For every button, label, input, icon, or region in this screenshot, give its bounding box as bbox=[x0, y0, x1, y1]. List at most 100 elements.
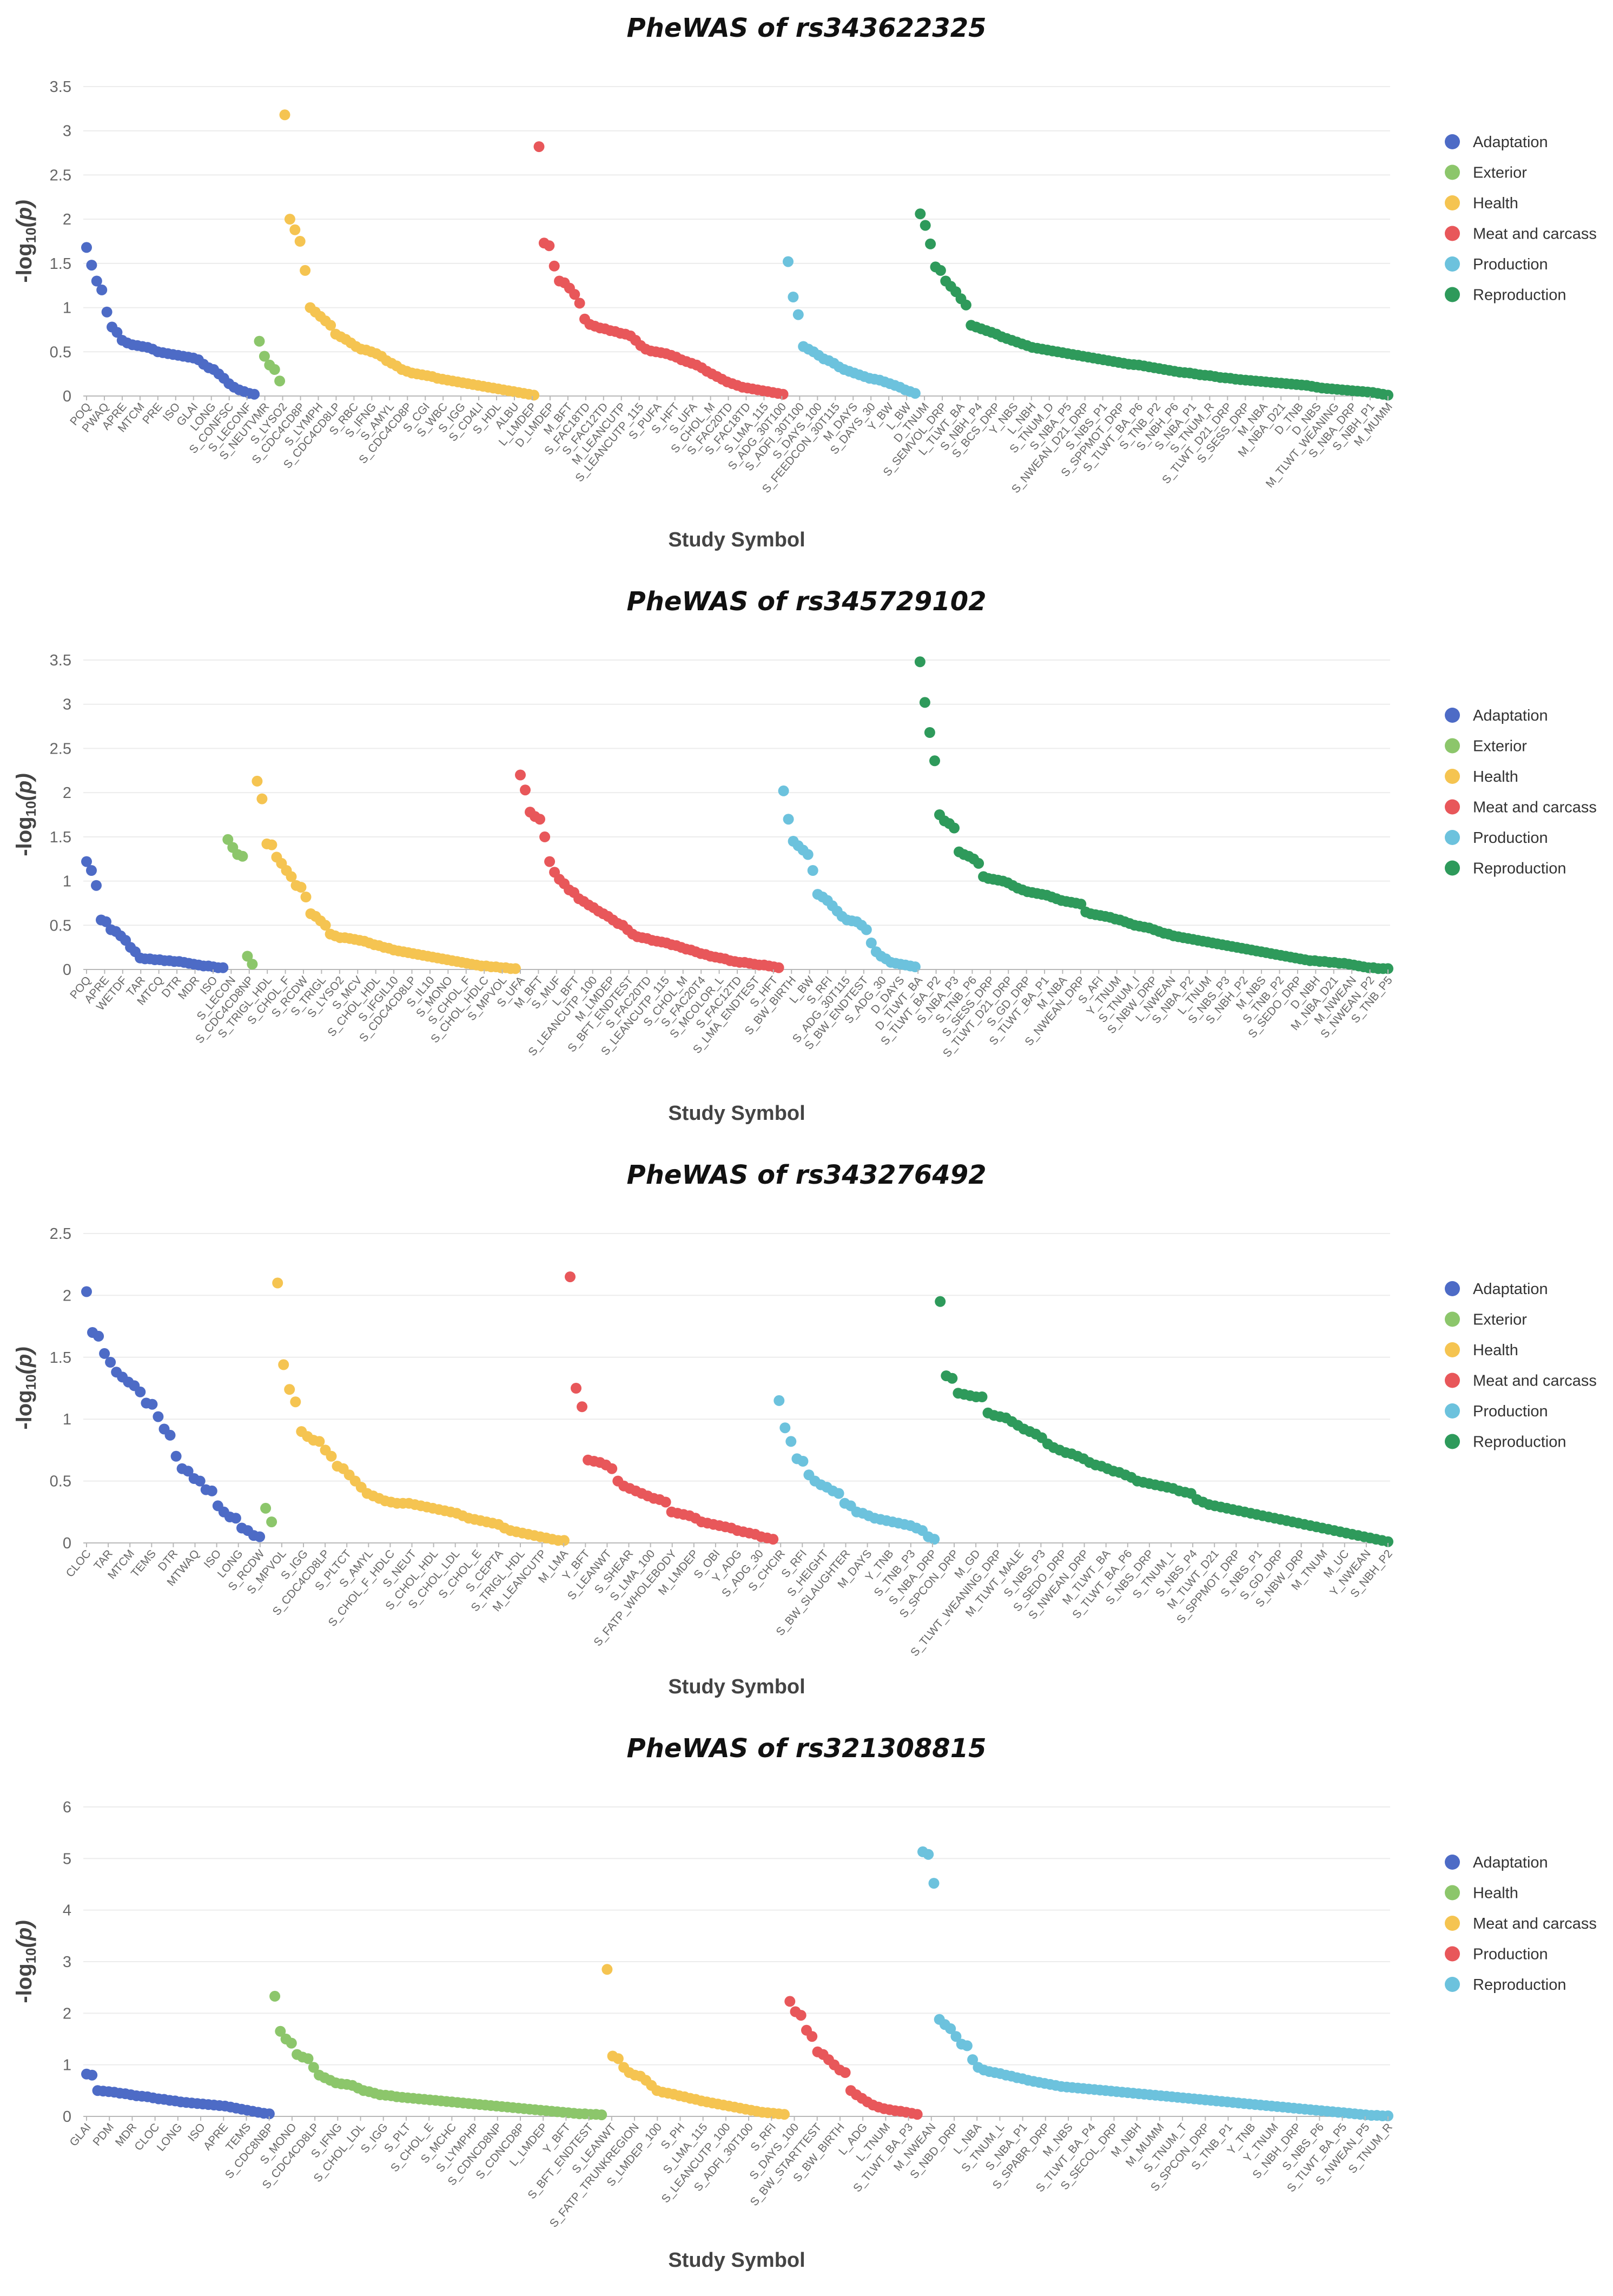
data-point bbox=[182, 1466, 194, 1477]
data-point bbox=[93, 1330, 104, 1342]
data-point bbox=[612, 2053, 624, 2064]
data-point bbox=[577, 1401, 587, 1413]
series-meat-and-carcass bbox=[515, 769, 784, 973]
data-point bbox=[1383, 1536, 1393, 1547]
data-point bbox=[777, 388, 789, 400]
data-point bbox=[947, 1373, 958, 1384]
data-point bbox=[924, 727, 935, 738]
data-point bbox=[544, 856, 556, 867]
legend-label: Production bbox=[1473, 1403, 1548, 1420]
y-tick-label: 0.5 bbox=[50, 344, 71, 361]
chart-title: PheWAS of rs343276492 bbox=[627, 1160, 987, 1190]
data-point bbox=[91, 880, 102, 891]
data-point bbox=[788, 292, 799, 302]
data-point bbox=[153, 1411, 164, 1422]
data-point bbox=[778, 785, 789, 796]
data-point bbox=[289, 224, 301, 235]
data-point bbox=[915, 208, 926, 220]
legend-marker bbox=[1445, 287, 1460, 302]
data-point bbox=[806, 2031, 818, 2042]
x-tick-label: CLOC bbox=[64, 1547, 94, 1579]
data-point bbox=[86, 260, 97, 271]
y-tick-label: 3 bbox=[63, 1954, 71, 1971]
data-point bbox=[768, 1534, 779, 1545]
y-tick-label: 0 bbox=[63, 1535, 71, 1552]
data-point bbox=[976, 1391, 988, 1402]
y-axis-label: -log10(p) bbox=[12, 1347, 39, 1429]
y-tick-label: 5 bbox=[63, 1850, 71, 1868]
data-point bbox=[945, 2023, 956, 2034]
legend-marker bbox=[1445, 1916, 1460, 1931]
x-axis-label: Study Symbol bbox=[668, 529, 805, 551]
y-tick-label: 0 bbox=[63, 2108, 71, 2126]
data-point bbox=[254, 1531, 266, 1542]
data-point bbox=[96, 284, 108, 295]
data-point bbox=[949, 822, 960, 834]
y-tick-label: 3 bbox=[63, 123, 71, 140]
data-point bbox=[272, 1277, 283, 1289]
data-point bbox=[320, 920, 331, 931]
data-point bbox=[294, 236, 306, 247]
data-point bbox=[1383, 390, 1393, 401]
series-adaptation bbox=[81, 1286, 266, 1542]
data-point bbox=[286, 871, 297, 882]
y-tick-label: 2 bbox=[63, 784, 71, 802]
data-point bbox=[81, 1286, 92, 1297]
data-point bbox=[279, 109, 290, 121]
series-meat-and-carcass bbox=[565, 1271, 779, 1545]
data-point bbox=[802, 849, 814, 860]
data-point bbox=[101, 916, 111, 927]
data-point bbox=[928, 1878, 940, 1889]
data-point bbox=[839, 2067, 851, 2078]
y-tick-label: 1 bbox=[63, 873, 71, 890]
legend-marker bbox=[1445, 738, 1460, 754]
data-point bbox=[278, 1359, 289, 1370]
data-point bbox=[308, 2062, 319, 2073]
legend-marker bbox=[1445, 1855, 1460, 1870]
series-exterior bbox=[254, 335, 286, 387]
data-point bbox=[935, 1296, 946, 1307]
legend-label: Health bbox=[1473, 1885, 1518, 1902]
data-point bbox=[86, 865, 97, 876]
data-point bbox=[515, 769, 526, 781]
data-point bbox=[249, 388, 260, 400]
data-point bbox=[170, 1450, 182, 1462]
data-point bbox=[284, 1384, 295, 1395]
y-tick-label: 0.5 bbox=[50, 1473, 71, 1490]
data-point bbox=[606, 1463, 618, 1474]
chart-panel-4: PheWAS of rs321308815 0 1 2 3 4 5 6 -log10(p) Stu… bbox=[12, 1733, 1597, 2272]
y-tick-label: 1.5 bbox=[50, 829, 71, 846]
data-point bbox=[87, 2069, 98, 2081]
y-tick-label: 2.5 bbox=[50, 167, 71, 184]
data-point bbox=[237, 850, 248, 862]
data-point bbox=[91, 275, 102, 287]
data-point bbox=[260, 1502, 272, 1514]
data-point bbox=[601, 1964, 613, 1975]
legend-label: Reproduction bbox=[1473, 860, 1566, 878]
y-tick-label: 1.5 bbox=[50, 255, 71, 273]
legend-label: Exterior bbox=[1473, 164, 1527, 182]
series-exterior bbox=[260, 1502, 277, 1528]
data-point bbox=[510, 963, 521, 974]
data-point bbox=[774, 1395, 785, 1406]
x-axis-label: Study Symbol bbox=[668, 1675, 805, 1698]
y-tick-label: 6 bbox=[63, 1799, 71, 1816]
data-point bbox=[534, 814, 545, 825]
data-point bbox=[269, 1990, 281, 2002]
x-tick-label: PDM bbox=[90, 2121, 116, 2148]
series-health bbox=[272, 1277, 570, 1546]
legend-label: Reproduction bbox=[1473, 1434, 1566, 1451]
data-point bbox=[920, 220, 931, 231]
x-axis-label: Study Symbol bbox=[668, 2249, 805, 2272]
data-point bbox=[929, 1534, 940, 1545]
legend-marker bbox=[1445, 1434, 1460, 1449]
data-point bbox=[773, 962, 784, 973]
legend-label: Meat and carcass bbox=[1473, 1373, 1597, 1390]
y-tick-label: 0.5 bbox=[50, 917, 71, 934]
data-point bbox=[81, 242, 92, 253]
chart-panel-2: PheWAS of rs345729102 0 0.5 1 1.5 2 2.5 3 3.5 -lo… bbox=[12, 586, 1597, 1125]
data-point bbox=[274, 375, 286, 387]
legend-marker bbox=[1445, 1311, 1460, 1327]
x-tick-label: LONG bbox=[155, 2121, 185, 2153]
